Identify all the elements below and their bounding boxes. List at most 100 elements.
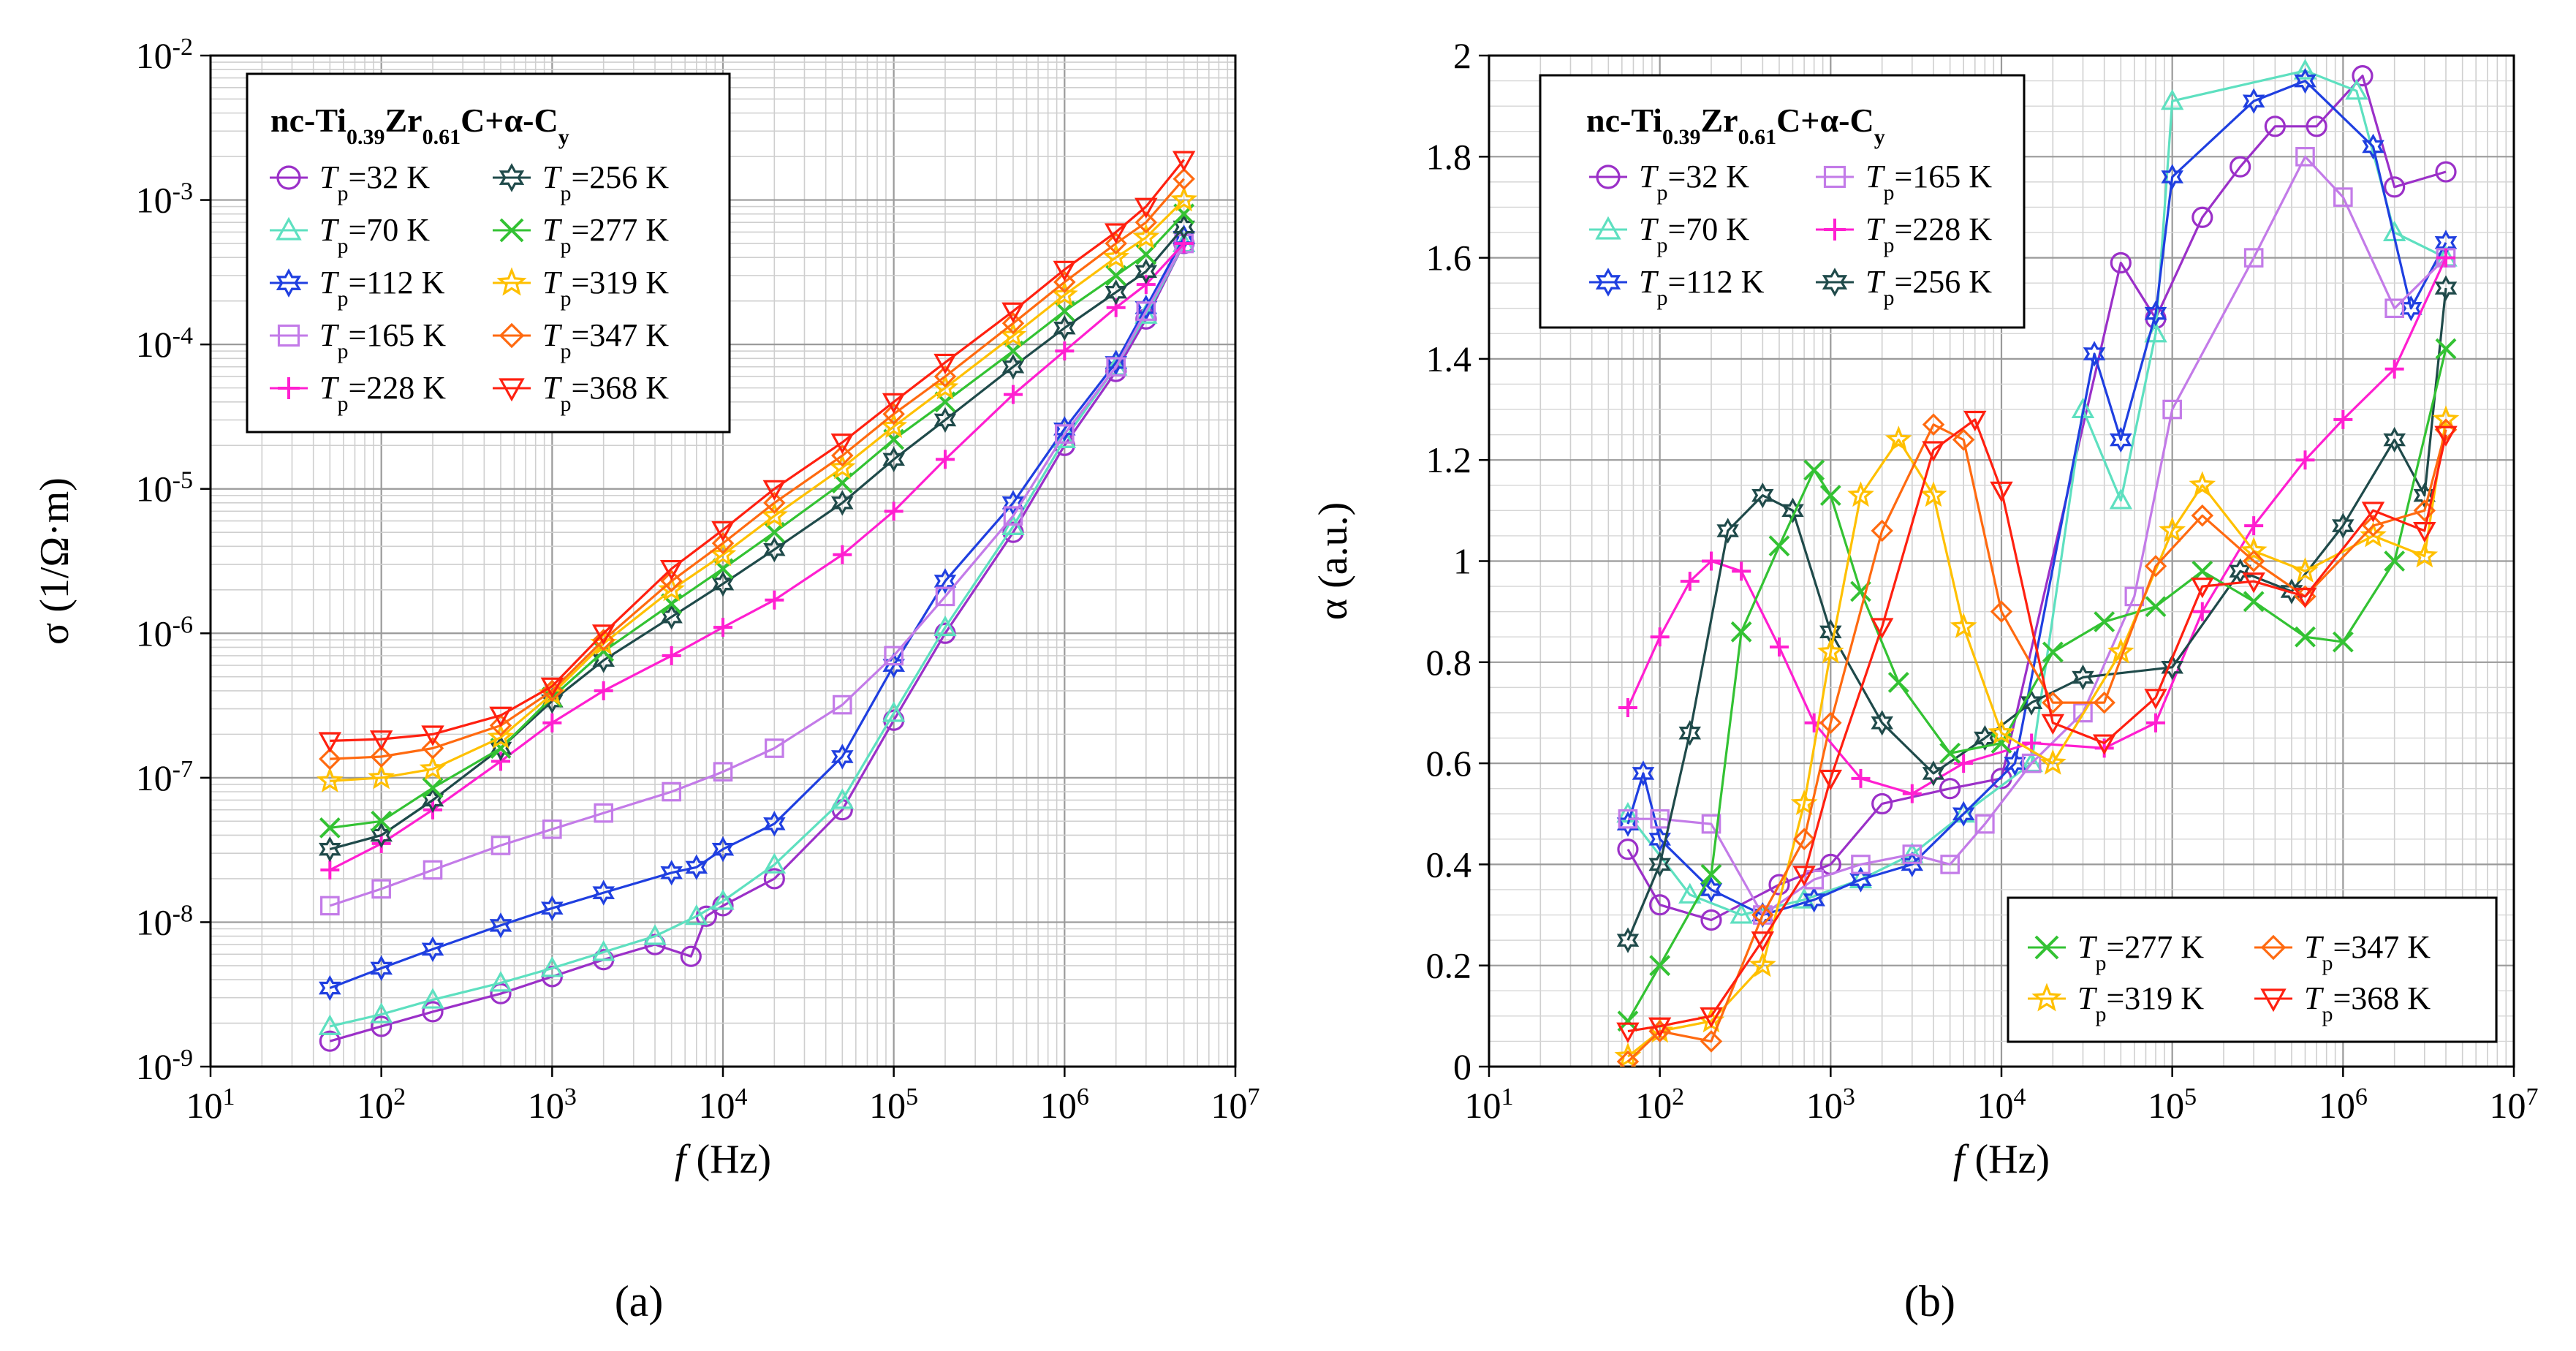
y-tick-label-a: 10-6 (136, 611, 193, 654)
data-point-b-9-17 (2413, 522, 2436, 543)
data-point-b-8-2 (1700, 1030, 1723, 1053)
data-point-b-6-9 (1939, 742, 1961, 764)
series-line-a-3 (329, 243, 1186, 907)
data-point-b-4-18 (2436, 248, 2456, 268)
data-point-a-1-3 (489, 971, 512, 992)
data-point-a-7-14 (1102, 243, 1130, 269)
data-point-a-9-5 (591, 624, 615, 646)
data-point-b-2-15 (2294, 67, 2316, 94)
y-tick-label-a-exponent: -9 (173, 1045, 193, 1072)
data-point-a-2-0 (319, 975, 341, 1002)
data-point-a-0-1 (371, 1015, 393, 1037)
x-ticks-b: 101 102 103 104 105 106 107 (1465, 1067, 2539, 1126)
legend-entry-a-3-label: Tp=165 K (319, 317, 446, 363)
legend-entry-b-6-symbol: T (2077, 929, 2098, 965)
data-point-b-3-1 (1650, 809, 1670, 829)
data-point-a-2-9 (763, 811, 786, 837)
x-tick-label-a-base: 10 (699, 1085, 735, 1126)
y-tick-label-a-base: 10 (136, 1046, 173, 1087)
data-point-b-5-15 (2332, 512, 2355, 539)
legend-b-1: Tp=277 KTp=319 KTp=347 KTp=368 K (2007, 896, 2498, 1043)
x-tick-label-a: 107 (1211, 1083, 1260, 1127)
data-point-b-5-0 (1616, 927, 1640, 953)
data-point-a-8-10 (882, 403, 905, 425)
data-point-b-9-2 (1700, 1007, 1723, 1029)
data-point-a-9-3 (489, 706, 512, 727)
legend-entry-a-7-label: Tp=319 K (542, 265, 669, 311)
series-a-3 (320, 233, 1194, 916)
data-point-a-1-9 (762, 852, 787, 874)
series-line-b-6 (1626, 348, 2447, 1022)
data-point-a-7-7 (709, 540, 737, 567)
data-point-b-3-5 (1851, 855, 1871, 874)
y-tick-label-b: 0 (1453, 1046, 1471, 1087)
panel-b: 101 102 103 104 105 106 10700.20.40.60.811.21.… (1311, 35, 2539, 1182)
data-point-a-8-1 (370, 745, 393, 768)
data-point-b-8-9 (1990, 600, 2013, 623)
data-point-b-4-17 (2384, 359, 2404, 379)
x-tick-label-a: 105 (869, 1083, 918, 1127)
data-point-a-0-7 (680, 945, 702, 967)
data-point-b-5-4 (1751, 482, 1774, 509)
legend-entry-b-5-label: Tp=256 K (1865, 264, 1992, 310)
legend-entry-a-3-value: =165 K (348, 317, 446, 353)
data-point-b-9-8 (1963, 410, 1987, 432)
data-point-a-6-2 (422, 777, 444, 799)
data-point-b-7-7 (1884, 425, 1912, 452)
data-point-a-4-5 (594, 681, 613, 700)
legend-entry-a-8-symbol: T (542, 317, 563, 353)
data-point-b-2-14 (2242, 88, 2265, 114)
data-point-a-2-3 (489, 912, 512, 939)
data-point-b-7-5 (1817, 637, 1844, 664)
legend-title-b-0-part: Zr (1700, 102, 1738, 139)
data-point-b-7-8 (1920, 481, 1947, 507)
data-point-a-3-15 (1136, 301, 1156, 321)
data-point-a-8-7 (711, 531, 735, 555)
data-point-b-3-10 (2073, 703, 2093, 723)
x-tick-label-b: 107 (2490, 1083, 2539, 1127)
data-point-b-4-2 (1680, 572, 1700, 591)
data-point-b-9-10 (2041, 714, 2065, 735)
legend-entry-b-2-subscript: p (1656, 286, 1667, 310)
data-point-a-3-2 (423, 860, 443, 880)
data-point-a-1-4 (540, 956, 564, 977)
y-tick-label-a: 10-2 (136, 34, 193, 77)
x-tick-label-a: 102 (357, 1083, 406, 1127)
legend-entry-a-6-value: =277 K (571, 212, 669, 248)
legend-title-b-0: nc-Ti0.39Zr0.61C+α-Cy (1586, 102, 1885, 149)
legend-entry-a-0-value: =32 K (348, 159, 430, 195)
legend-entry-a-9-value: =368 K (571, 370, 669, 406)
data-point-a-8-4 (541, 679, 564, 703)
legend-entry-a-6-symbol: T (542, 212, 563, 248)
data-point-a-2-2 (421, 936, 444, 963)
y-tick-label-b: 1.8 (1426, 136, 1472, 177)
data-point-b-5-5 (1781, 497, 1804, 523)
data-point-b-2-16 (2362, 133, 2384, 160)
legend-title-a-0-subscript: 0.39 (346, 125, 385, 149)
legend-entry-b-5-symbol: T (1865, 264, 1886, 300)
legend-entry-a-1-symbol: T (319, 212, 340, 248)
legend-entry-a-0-subscript: p (337, 181, 348, 205)
legend-entry-b-7-marker (2031, 983, 2062, 1012)
data-point-a-1-10 (830, 788, 855, 809)
data-point-a-6-0 (319, 817, 341, 839)
data-point-a-1-12 (933, 615, 957, 637)
data-point-b-0-6 (1939, 778, 1961, 800)
legend-entry-a-7-marker (496, 267, 527, 296)
data-point-a-5-8 (763, 537, 786, 563)
data-point-a-5-13 (1053, 314, 1076, 341)
legend-entry-b-8-value: =347 K (2333, 929, 2431, 965)
legend-entry-b-7-label: Tp=319 K (2077, 980, 2204, 1026)
data-point-b-9-15 (2293, 587, 2317, 609)
legend-entry-b-3-value: =165 K (1894, 159, 1992, 194)
legend-entry-a-2-symbol: T (319, 265, 340, 300)
legend-entry-b-8-label: Tp=347 K (2304, 929, 2431, 975)
data-point-b-5-14 (2280, 578, 2303, 605)
y-tick-label-a-exponent: -5 (173, 466, 193, 493)
data-point-b-4-4 (1732, 561, 1751, 581)
data-point-b-8-3 (1751, 904, 1774, 926)
x-tick-label-b-base: 10 (2319, 1085, 2355, 1126)
